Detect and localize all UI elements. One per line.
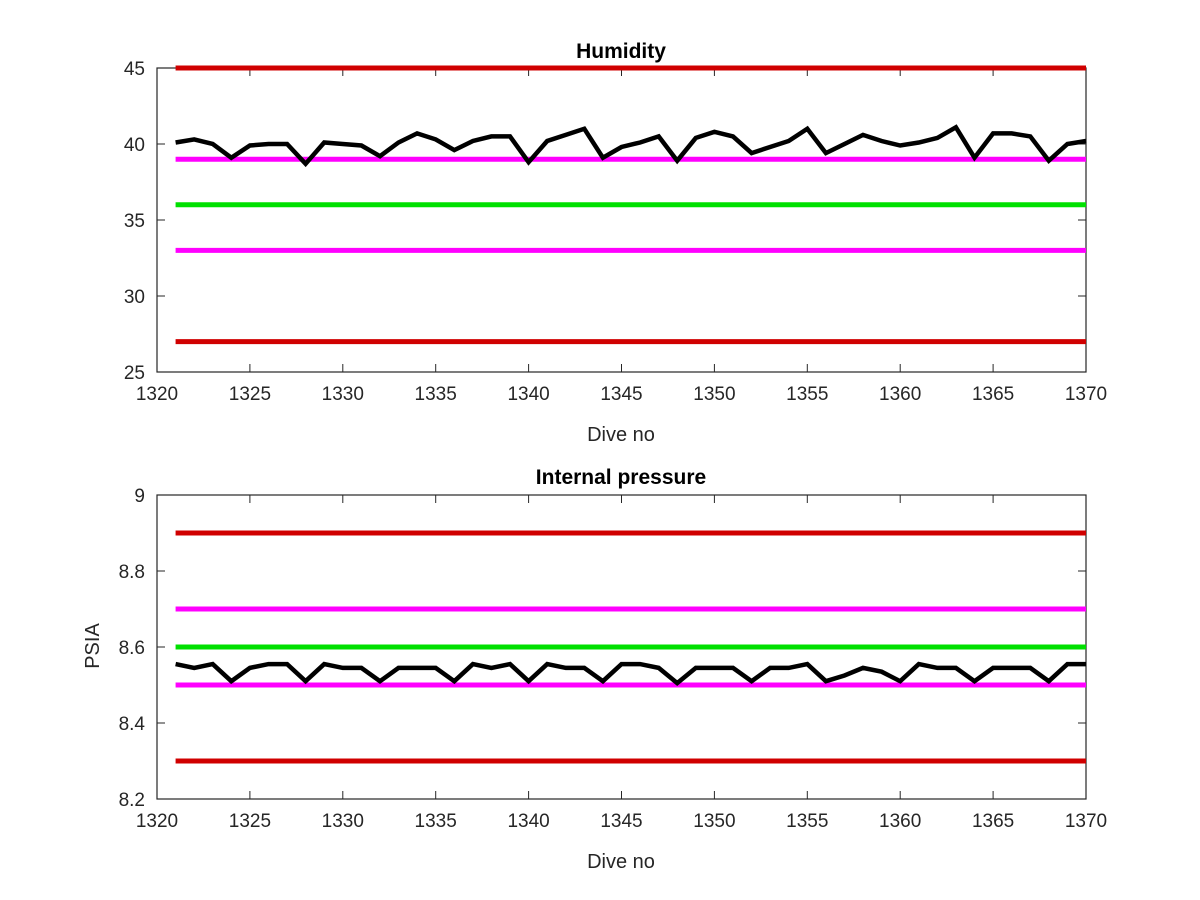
y-tick-label: 8.2 [119, 790, 145, 811]
x-tick-label: 1335 [415, 384, 457, 405]
humidity-chart: Humidity Dive no 1320 1325 1330 1335 1340 134… [124, 40, 1107, 446]
x-tick-label: 1365 [972, 384, 1014, 405]
x-tick-label: 1335 [415, 811, 457, 832]
y-tick-label: 9 [134, 486, 145, 507]
y-axis-label: PSIA [82, 623, 104, 669]
y-tick-label: 30 [124, 287, 145, 308]
chart-title: Internal pressure [536, 466, 706, 489]
y-tick-label: 25 [124, 363, 145, 384]
x-tick-label: 1325 [229, 811, 271, 832]
x-tick-label: 1365 [972, 811, 1014, 832]
y-tick-label: 8.4 [119, 714, 146, 735]
y-tick-label: 45 [124, 59, 145, 80]
x-tick-label: 1340 [507, 384, 549, 405]
x-tick-label: 1340 [507, 811, 549, 832]
x-tick-label: 1345 [600, 384, 642, 405]
x-tick-label: 1370 [1065, 384, 1107, 405]
x-tick-label: 1355 [786, 384, 828, 405]
x-tick-label: 1355 [786, 811, 828, 832]
y-tick-label: 35 [124, 211, 145, 232]
y-tick-label: 8.8 [119, 562, 145, 583]
y-tick-label: 8.6 [119, 638, 145, 659]
series-line [175, 661, 1086, 687]
chart-title: Humidity [576, 40, 666, 63]
x-tick-label: 1360 [879, 811, 921, 832]
x-tick-label: 1360 [879, 384, 921, 405]
x-axis-label: Dive no [587, 851, 655, 873]
series-line [175, 124, 1087, 168]
x-tick-label: 1330 [322, 811, 364, 832]
plot-area: 1320 1325 1330 1335 1340 1345 1350 1355 1360 1365… [119, 486, 1108, 832]
x-tick-label: 1325 [229, 384, 271, 405]
x-tick-label: 1330 [322, 384, 364, 405]
plot-area: 1320 1325 1330 1335 1340 1345 1350 1355 1360 1365… [124, 59, 1107, 405]
x-tick-label: 1320 [136, 384, 178, 405]
x-tick-label: 1345 [600, 811, 642, 832]
y-tick-label: 40 [124, 135, 145, 156]
x-axis-label: Dive no [587, 424, 655, 446]
internal-pressure-chart: Internal pressure Dive no PSIA 1320 1325 1… [82, 466, 1107, 873]
x-tick-label: 1350 [693, 811, 735, 832]
x-tick-label: 1320 [136, 811, 178, 832]
x-tick-label: 1370 [1065, 811, 1107, 832]
x-tick-label: 1350 [693, 384, 735, 405]
